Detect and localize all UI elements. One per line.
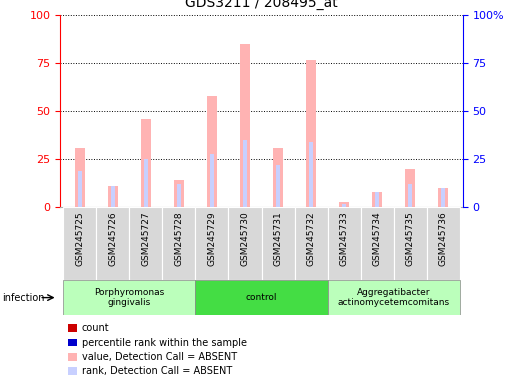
Bar [374, 192, 379, 207]
Bar [108, 186, 118, 207]
Bar [75, 148, 85, 207]
Bar [342, 204, 346, 207]
Bar [262, 207, 294, 280]
Text: GSM245728: GSM245728 [175, 211, 184, 266]
Bar [174, 180, 184, 207]
Bar [393, 207, 427, 280]
Bar [163, 207, 196, 280]
Bar [196, 207, 229, 280]
Bar [360, 207, 393, 280]
Bar [408, 184, 412, 207]
Text: GSM245734: GSM245734 [372, 211, 382, 266]
Text: GSM245725: GSM245725 [75, 211, 84, 266]
Title: GDS3211 / 208495_at: GDS3211 / 208495_at [185, 0, 338, 10]
Bar [229, 207, 262, 280]
Text: Porphyromonas
gingivalis: Porphyromonas gingivalis [94, 288, 165, 307]
Bar [438, 188, 448, 207]
Text: value, Detection Call = ABSENT: value, Detection Call = ABSENT [82, 352, 237, 362]
Bar [339, 202, 349, 207]
Text: rank, Detection Call = ABSENT: rank, Detection Call = ABSENT [82, 366, 232, 376]
Bar [274, 148, 282, 207]
Text: GSM245729: GSM245729 [208, 211, 217, 266]
Text: GSM245735: GSM245735 [405, 211, 415, 266]
Bar [241, 44, 249, 207]
Bar [96, 207, 130, 280]
Bar [130, 207, 163, 280]
Bar [196, 280, 327, 315]
Text: Aggregatibacter
actinomycetemcomitans: Aggregatibacter actinomycetemcomitans [337, 288, 450, 307]
Bar [309, 142, 313, 207]
Text: GSM245730: GSM245730 [241, 211, 249, 266]
Bar [111, 186, 115, 207]
Bar [243, 140, 247, 207]
Text: GSM245727: GSM245727 [141, 211, 151, 266]
Text: GSM245726: GSM245726 [108, 211, 118, 266]
Text: control: control [246, 293, 277, 302]
Bar [294, 207, 327, 280]
Text: GSM245733: GSM245733 [339, 211, 348, 266]
Bar [144, 159, 149, 207]
Bar [427, 207, 460, 280]
Text: GSM245736: GSM245736 [439, 211, 448, 266]
Text: GSM245731: GSM245731 [274, 211, 282, 266]
Bar [405, 169, 415, 207]
Text: infection: infection [3, 293, 45, 303]
Bar [63, 280, 196, 315]
Bar [207, 96, 217, 207]
Bar [441, 188, 446, 207]
Bar [177, 184, 181, 207]
Bar [77, 171, 82, 207]
Bar [276, 165, 280, 207]
Bar [327, 280, 460, 315]
Bar [210, 154, 214, 207]
Text: percentile rank within the sample: percentile rank within the sample [82, 338, 246, 348]
Text: GSM245732: GSM245732 [306, 211, 315, 266]
Bar [141, 119, 151, 207]
Bar [327, 207, 360, 280]
Text: count: count [82, 323, 109, 333]
Bar [63, 207, 96, 280]
Bar [306, 60, 316, 207]
Bar [372, 192, 382, 207]
